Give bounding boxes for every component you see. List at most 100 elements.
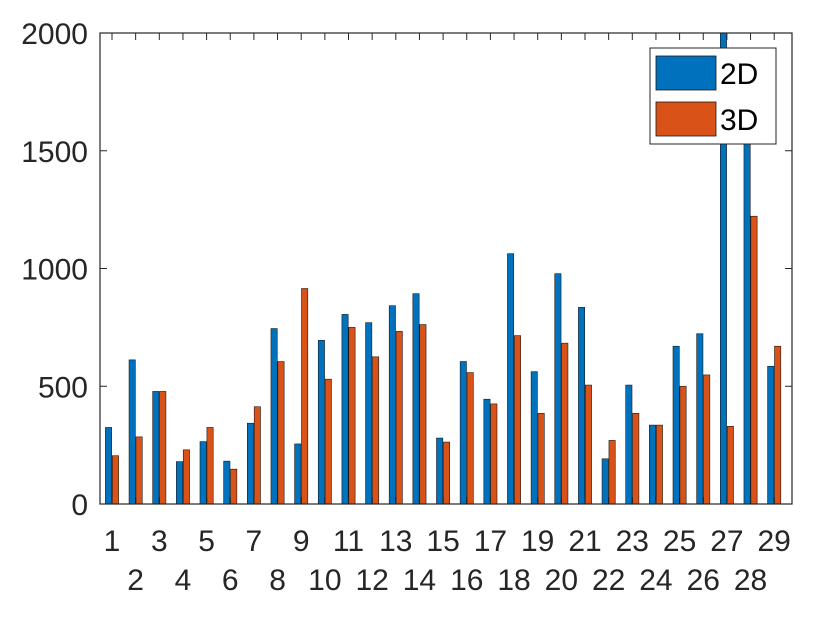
bar-3d-13 (395, 331, 403, 505)
x-tick-label-18: 18 (497, 564, 530, 597)
x-tick-label-4: 4 (175, 564, 192, 597)
bar-3d-5 (206, 427, 214, 505)
bar-3d-23 (632, 413, 640, 505)
x-tick-label-8: 8 (269, 564, 286, 597)
bar-2d-8 (270, 328, 278, 505)
y-tick-label-1000: 1000 (21, 254, 88, 287)
legend: 2D 3D (649, 47, 777, 145)
bar-3d-8 (277, 361, 285, 505)
bar-2d-14 (412, 293, 420, 505)
bar-2d-26 (696, 333, 704, 505)
x-tick-label-27: 27 (710, 525, 743, 558)
bar-2d-2 (128, 359, 136, 505)
bar-2d-11 (341, 314, 349, 505)
x-tick-label-14: 14 (403, 564, 436, 597)
bar-3d-6 (230, 468, 238, 505)
x-tick-label-2: 2 (127, 564, 144, 597)
bar-3d-14 (419, 324, 427, 505)
bar-2d-18 (507, 253, 515, 505)
bar-2d-3 (152, 391, 160, 505)
y-tick-label-500: 500 (38, 371, 88, 404)
x-tick-label-22: 22 (592, 564, 625, 597)
plot-frame (99, 32, 793, 505)
x-tick-label-28: 28 (734, 564, 767, 597)
x-tick-label-13: 13 (379, 525, 412, 558)
bar-2d-5 (199, 441, 207, 505)
bar-3d-19 (537, 413, 545, 505)
bar-3d-29 (774, 345, 782, 505)
legend-swatch-3d (655, 101, 717, 137)
bar-3d-3 (159, 391, 167, 505)
bar-3d-26 (703, 374, 711, 505)
bar-3d-9 (301, 288, 309, 505)
bar-3d-18 (514, 335, 521, 505)
x-tick-label-16: 16 (450, 564, 483, 597)
bar-3d-22 (608, 440, 616, 505)
x-tick-label-25: 25 (663, 525, 696, 558)
bar-2d-24 (649, 424, 656, 505)
bar-2d-16 (459, 361, 467, 505)
x-axis: 1234567891011121314151617181920212223242… (104, 33, 791, 597)
x-tick-label-12: 12 (355, 564, 388, 597)
bar-3d-25 (679, 385, 687, 505)
y-axis: 0 500 1000 1500 2000 (21, 18, 792, 522)
bar-2d-29 (767, 365, 775, 505)
bar-3d-24 (655, 424, 663, 505)
bars-layer (105, 32, 782, 505)
bar-2d-20 (554, 273, 562, 505)
bar-2d-19 (530, 371, 538, 505)
x-tick-label-9: 9 (293, 525, 310, 558)
x-tick-label-1: 1 (104, 525, 121, 558)
bar-3d-4 (182, 449, 190, 505)
bar-2d-21 (578, 307, 586, 505)
bar-2d-23 (625, 384, 633, 505)
bar-2d-7 (247, 422, 254, 505)
bar-2d-4 (176, 461, 183, 505)
x-tick-label-5: 5 (198, 525, 215, 558)
bar-2d-17 (483, 398, 491, 505)
x-tick-label-15: 15 (426, 525, 459, 558)
x-tick-label-29: 29 (758, 525, 791, 558)
x-tick-label-23: 23 (616, 525, 649, 558)
x-tick-label-20: 20 (545, 564, 578, 597)
bar-3d-11 (348, 327, 356, 505)
bar-3d-20 (561, 342, 569, 505)
bar-3d-27 (726, 425, 734, 505)
bar-2d-1 (105, 427, 113, 505)
legend-label-3d: 3D (720, 104, 758, 137)
legend-label-2d: 2D (720, 58, 758, 91)
bar-2d-10 (317, 340, 325, 505)
x-tick-label-10: 10 (308, 564, 341, 597)
bar-2d-9 (294, 443, 302, 505)
x-tick-label-19: 19 (521, 525, 554, 558)
bar-3d-7 (253, 406, 261, 505)
x-tick-label-11: 11 (333, 525, 364, 558)
bar-3d-1 (112, 455, 119, 505)
bar-3d-15 (443, 441, 450, 505)
bar-3d-12 (372, 356, 380, 505)
bar-2d-15 (436, 437, 444, 505)
bar-2d-25 (672, 345, 680, 505)
y-tick-label-2000: 2000 (21, 18, 88, 51)
bar-3d-10 (324, 378, 332, 505)
bar-3d-28 (750, 215, 758, 505)
x-tick-label-3: 3 (151, 525, 168, 558)
x-tick-label-26: 26 (687, 564, 720, 597)
x-tick-label-6: 6 (222, 564, 239, 597)
bar-2d-13 (388, 305, 396, 505)
bar-2d-28 (743, 126, 751, 505)
bar-2d-12 (365, 322, 373, 505)
x-tick-label-17: 17 (474, 525, 507, 558)
y-tick-label-0: 0 (71, 489, 88, 522)
bar-3d-17 (490, 403, 498, 505)
bar-3d-21 (584, 384, 592, 505)
bar-2d-6 (223, 460, 231, 505)
y-tick-label-1500: 1500 (21, 136, 88, 169)
bar-3d-16 (466, 372, 474, 505)
x-tick-label-24: 24 (639, 564, 672, 597)
x-tick-label-21: 21 (568, 525, 601, 558)
legend-swatch-2d (655, 55, 717, 91)
x-tick-label-7: 7 (246, 525, 263, 558)
bar-2d-22 (601, 458, 609, 505)
